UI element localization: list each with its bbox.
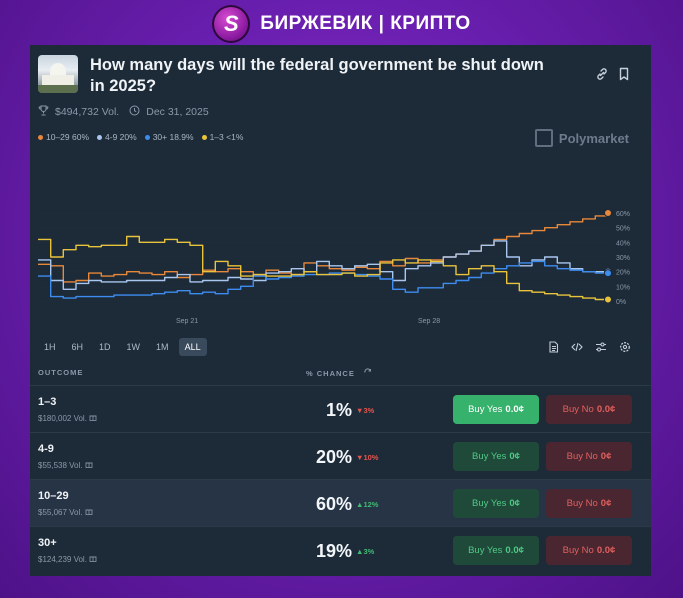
arrow-down-icon: ▼ [356,406,364,415]
buy-no-button[interactable]: Buy No 0.0¢ [546,536,632,565]
y-tick-label: 30% [616,255,630,262]
series-end-point [604,209,612,217]
embed-code-icon[interactable] [571,341,583,356]
outcome-volume: $55,067 Vol. [38,507,93,517]
buy-yes-button[interactable]: Buy Yes 0¢ [453,442,539,471]
legend-item: 4-9 20% [97,132,137,142]
outcome-change: ▼10% [356,453,379,462]
buy-yes-button[interactable]: Buy Yes 0¢ [453,489,539,518]
chart-legend: 10–29 60% 4-9 20% 30+ 18.9% 1–3 <1% [38,132,243,142]
legend-dot-icon [38,135,43,141]
market-meta: $494,732 Vol. Dec 31, 2025 [38,105,209,119]
series-line [38,260,608,299]
document-icon[interactable] [548,341,559,356]
gift-icon [85,508,93,517]
timeframe-tabs: 1H 6H 1D 1W 1M ALL [38,338,207,356]
outcome-name: 4-9 [38,443,54,455]
outcome-name: 30+ [38,537,57,549]
column-header-outcome: OUTCOME [38,368,84,377]
outcome-change: ▲12% [356,500,379,509]
buy-yes-button[interactable]: Buy Yes 0.0¢ [453,536,539,565]
trophy-icon [38,105,49,119]
x-tick-label: Sep 21 [176,318,198,325]
outcome-name: 10–29 [38,490,69,502]
legend-dot-icon [97,135,103,141]
x-tick-label: Sep 28 [418,318,440,325]
table-row[interactable]: 10–29 $55,067 Vol. 60% ▲12% Buy Yes 0¢ Buy No… [30,479,651,527]
outcome-chance: 1% [325,400,352,420]
series-line [38,240,608,290]
table-row[interactable]: 1–3 $180,002 Vol. 1% ▼3% Buy Yes 0.0¢ Buy No 0… [30,385,651,433]
tab-1m[interactable]: 1M [156,342,169,352]
brand-logo-icon: S [212,5,251,43]
y-tick-label: 10% [616,284,630,291]
tab-1w[interactable]: 1W [126,342,141,352]
outcome-name: 1–3 [38,396,57,408]
legend-item: 10–29 60% [38,132,89,142]
market-volume: $494,732 Vol. [55,106,120,118]
gift-icon [89,414,97,423]
outcome-volume: $55,538 Vol. [38,460,93,470]
column-header-chance: % CHANCE [306,368,372,378]
legend-label: 10–29 60% [46,132,90,142]
y-tick-label: 50% [616,226,630,233]
buy-no-button[interactable]: Buy No 0.0¢ [546,395,632,424]
chart-tools [548,341,631,356]
outcome-change: ▲3% [356,547,375,556]
link-icon[interactable] [593,65,611,83]
legend-label: 1–3 <1% [209,132,244,142]
outcome-volume: $180,002 Vol. [38,413,97,423]
table-row[interactable]: 4-9 $55,538 Vol. 20% ▼10% Buy Yes 0¢ Buy No 0¢ [30,432,651,480]
capitol-thumbnail [38,55,78,93]
table-row[interactable]: 30+ $124,239 Vol. 19% ▲3% Buy Yes 0.0¢ Buy No… [30,526,651,574]
arrow-up-icon: ▲ [356,547,364,556]
tab-6h[interactable]: 6H [71,342,84,352]
series-line [38,235,608,301]
tab-1h[interactable]: 1H [44,342,56,352]
market-panel: How many days will the federal governmen… [30,45,651,576]
legend-item: 30+ 18.9% [144,132,194,142]
outcome-chance: 60% [315,494,352,514]
refresh-icon[interactable] [364,368,372,378]
gift-icon [89,555,97,564]
polymarket-logo-icon [534,129,553,147]
polymarket-watermark: Polymarket [534,129,629,147]
outcome-change: ▼3% [356,406,375,415]
price-chart: 60% 50% 40% 30% 20% 10% 0% Sep 21 Sep 28 [38,209,630,325]
legend-item: 1–3 <1% [201,132,244,142]
clock-icon [129,105,140,119]
y-tick-label: 40% [616,240,630,247]
legend-dot-icon [144,135,150,141]
tab-1d[interactable]: 1D [99,342,111,352]
buy-no-button[interactable]: Buy No 0¢ [546,442,632,471]
bookmark-icon[interactable] [615,65,633,83]
y-tick-label: 0% [616,299,626,306]
buy-yes-button[interactable]: Buy Yes 0.0¢ [453,395,539,424]
outcome-volume: $124,239 Vol. [38,554,97,564]
y-tick-label: 20% [616,270,630,277]
arrow-up-icon: ▲ [356,500,364,509]
brand-header: S БИРЖЕВИК | КРИПТО [0,4,683,44]
market-end-date: Dec 31, 2025 [146,106,209,118]
settings-gear-icon[interactable] [619,341,631,356]
brand-name: БИРЖЕВИК | КРИПТО [260,13,471,34]
gift-icon [85,461,93,470]
buy-no-button[interactable]: Buy No 0¢ [546,489,632,518]
tab-all[interactable]: ALL [178,338,207,356]
y-tick-label: 60% [616,211,630,218]
outcome-chance: 20% [315,447,352,467]
series-end-point [604,269,612,278]
outcome-chance: 19% [315,541,352,561]
series-end-point [604,295,612,304]
legend-label: 30+ 18.9% [152,132,194,142]
market-title: How many days will the federal governmen… [90,56,544,95]
sliders-icon[interactable] [595,341,607,356]
arrow-down-icon: ▼ [356,453,364,462]
legend-label: 4-9 20% [105,132,137,142]
legend-dot-icon [201,135,207,141]
